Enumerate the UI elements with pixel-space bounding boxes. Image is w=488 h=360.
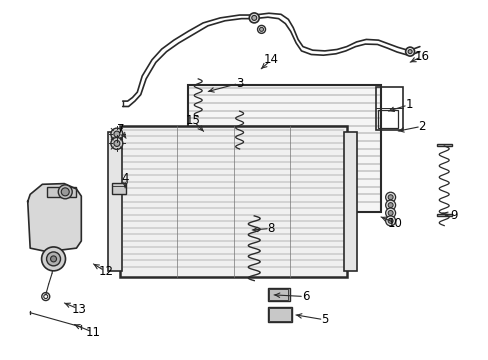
Bar	[112, 183, 125, 194]
Bar	[120, 126, 346, 277]
Text: 14: 14	[263, 53, 278, 66]
Bar	[436, 214, 450, 216]
Text: 8: 8	[267, 222, 274, 235]
Circle shape	[407, 50, 411, 54]
Bar	[267, 288, 289, 301]
Text: 4: 4	[121, 172, 129, 185]
Circle shape	[385, 208, 395, 218]
Circle shape	[58, 185, 72, 199]
Circle shape	[251, 15, 256, 21]
Bar	[378, 110, 397, 128]
Bar	[269, 309, 290, 321]
Bar	[108, 132, 122, 271]
Circle shape	[387, 195, 392, 200]
Text: 5: 5	[321, 313, 328, 327]
Circle shape	[385, 200, 395, 210]
Circle shape	[41, 247, 65, 271]
Circle shape	[385, 216, 395, 226]
Circle shape	[387, 203, 392, 208]
Text: 11: 11	[86, 326, 101, 339]
Circle shape	[387, 219, 392, 223]
Bar	[47, 187, 76, 197]
Text: 3: 3	[235, 77, 243, 90]
Bar	[344, 132, 356, 271]
Bar	[188, 85, 380, 212]
Bar	[375, 87, 402, 130]
Circle shape	[405, 47, 414, 56]
Circle shape	[46, 252, 61, 266]
Circle shape	[387, 211, 392, 216]
Circle shape	[114, 131, 120, 137]
Circle shape	[259, 27, 263, 31]
Circle shape	[61, 188, 69, 196]
Bar	[269, 289, 288, 300]
Text: 6: 6	[301, 290, 308, 303]
Bar	[436, 144, 450, 146]
Circle shape	[385, 192, 395, 202]
Circle shape	[111, 138, 122, 149]
Circle shape	[249, 13, 259, 23]
Text: 16: 16	[414, 50, 429, 63]
Text: 10: 10	[387, 216, 402, 230]
Text: 2: 2	[418, 120, 425, 133]
Circle shape	[257, 26, 265, 33]
Circle shape	[114, 140, 120, 147]
Text: 1: 1	[405, 98, 412, 111]
Text: 13: 13	[71, 303, 86, 316]
Text: 7: 7	[116, 123, 124, 136]
Bar	[267, 307, 292, 322]
Polygon shape	[28, 184, 81, 252]
Circle shape	[50, 256, 57, 262]
Text: 9: 9	[449, 210, 457, 222]
Text: 15: 15	[185, 114, 201, 127]
Circle shape	[111, 128, 122, 140]
Text: 12: 12	[98, 265, 113, 278]
